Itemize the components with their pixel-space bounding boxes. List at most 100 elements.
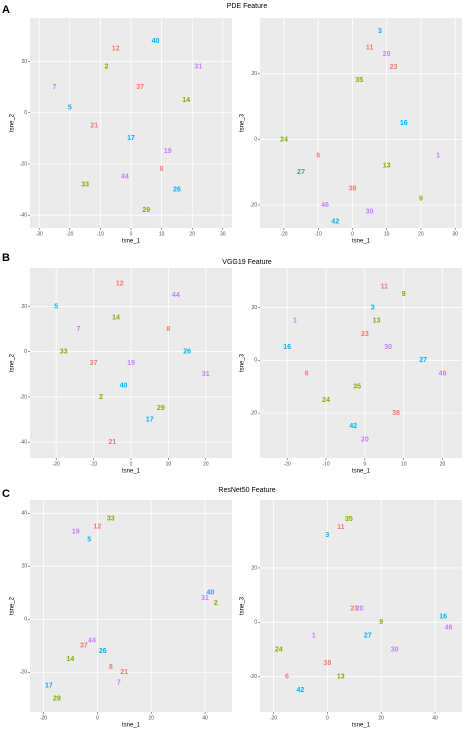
point-label: 11 (381, 283, 389, 290)
x-tick-label: 20 (203, 461, 209, 467)
panel-title: VGG19 Feature (222, 259, 272, 266)
point-label: 44 (172, 292, 180, 299)
x-tick-label: -10 (315, 231, 322, 237)
x-axis-label: tsne_1 (352, 239, 371, 245)
point-label: 46 (321, 202, 329, 209)
point-label: 27 (364, 633, 372, 640)
point-label: 13 (383, 163, 391, 170)
point-label: 33 (81, 181, 89, 188)
x-tick-label: -10 (322, 461, 329, 467)
point-label: 6 (305, 370, 309, 377)
point-label: 21 (120, 669, 128, 676)
point-label: 30 (384, 344, 392, 351)
x-tick-label: -10 (97, 231, 104, 237)
y-tick-label: -40 (20, 439, 27, 445)
point-label: 12 (116, 281, 124, 288)
point-label: 7 (77, 326, 81, 333)
x-tick-label: 20 (148, 715, 154, 721)
y-tick-label: 20 (251, 71, 257, 77)
point-label: 24 (322, 397, 330, 404)
x-tick-label: 0 (130, 231, 133, 237)
x-tick-label: -20 (280, 231, 287, 237)
point-label: 6 (285, 674, 289, 681)
x-tick-label: 0 (351, 231, 354, 237)
point-label: 7 (117, 680, 121, 687)
y-tick-label: 20 (21, 304, 27, 310)
point-label: 19 (164, 148, 172, 155)
point-label: 16 (283, 344, 291, 351)
x-tick-label: 20 (418, 231, 424, 237)
x-tick-label: -20 (53, 461, 60, 467)
y-tick-label: 0 (24, 110, 27, 116)
x-tick-label: 0 (130, 461, 133, 467)
point-label: 38 (323, 660, 331, 667)
x-tick-label: 20 (189, 231, 195, 237)
y-tick-label: 0 (254, 620, 257, 626)
point-label: 1 (312, 633, 316, 640)
point-label: 40 (120, 382, 128, 389)
point-label: 46 (439, 370, 447, 377)
x-axis-label: tsne_1 (122, 723, 141, 729)
point-label: 33 (60, 349, 68, 356)
x-axis-label: tsne_1 (352, 723, 371, 729)
point-label: 2 (214, 600, 218, 607)
x-axis-label: tsne_1 (122, 239, 141, 245)
point-label: 29 (53, 696, 61, 703)
point-label: 20 (361, 436, 369, 443)
x-tick-label: -20 (40, 715, 47, 721)
point-label: 30 (366, 208, 374, 215)
y-tick-label: 20 (251, 565, 257, 571)
panel-title: PDE Feature (227, 3, 268, 10)
x-tick-label: 10 (384, 231, 390, 237)
point-label: 29 (157, 405, 165, 412)
x-tick-label: 30 (452, 231, 458, 237)
point-label: 12 (93, 523, 101, 530)
panel-title: ResNet50 Feature (218, 487, 275, 494)
point-label: 3 (371, 304, 375, 311)
point-label: 17 (45, 682, 53, 689)
y-axis-label: tsne_3 (240, 596, 246, 615)
y-tick-label: 20 (251, 305, 257, 311)
point-label: 14 (67, 656, 75, 663)
point-label: 17 (127, 135, 135, 142)
point-label: 1 (436, 153, 440, 160)
point-label: 7 (53, 84, 57, 91)
point-label: 30 (391, 646, 399, 653)
point-label: 37 (136, 84, 144, 91)
point-label: 5 (68, 104, 72, 111)
x-tick-label: 0 (326, 715, 329, 721)
point-label: 11 (337, 524, 345, 531)
point-label: 19 (72, 529, 80, 536)
point-label: 9 (419, 195, 423, 202)
x-tick-label: 10 (401, 461, 407, 467)
point-label: 26 (99, 648, 107, 655)
y-tick-label: -20 (250, 674, 257, 680)
point-label: 8 (166, 326, 170, 333)
point-label: 27 (419, 357, 427, 364)
point-label: 2 (105, 64, 109, 71)
point-label: 31 (194, 64, 202, 71)
y-axis-label: tsne_3 (240, 353, 246, 372)
point-label: 29 (142, 207, 150, 214)
point-label: 8 (109, 664, 113, 671)
y-tick-label: -20 (250, 202, 257, 208)
point-label: 20 (383, 51, 391, 58)
y-tick-label: -20 (20, 394, 27, 400)
y-tick-label: 0 (24, 617, 27, 623)
x-tick-label: -20 (284, 461, 291, 467)
point-label: 21 (108, 439, 116, 446)
point-label: 23 (361, 331, 369, 338)
point-label: 33 (107, 515, 115, 522)
y-axis-label: tsne_3 (240, 113, 246, 132)
point-label: 16 (439, 614, 447, 621)
point-label: 6 (316, 153, 320, 160)
point-label: 23 (390, 64, 398, 71)
y-tick-label: 20 (21, 564, 27, 570)
point-label: 42 (349, 423, 357, 430)
point-label: 12 (112, 46, 120, 53)
plot-background (260, 18, 462, 228)
point-label: 13 (373, 318, 381, 325)
x-axis-label: tsne_1 (122, 469, 141, 475)
x-tick-label: 0 (363, 461, 366, 467)
